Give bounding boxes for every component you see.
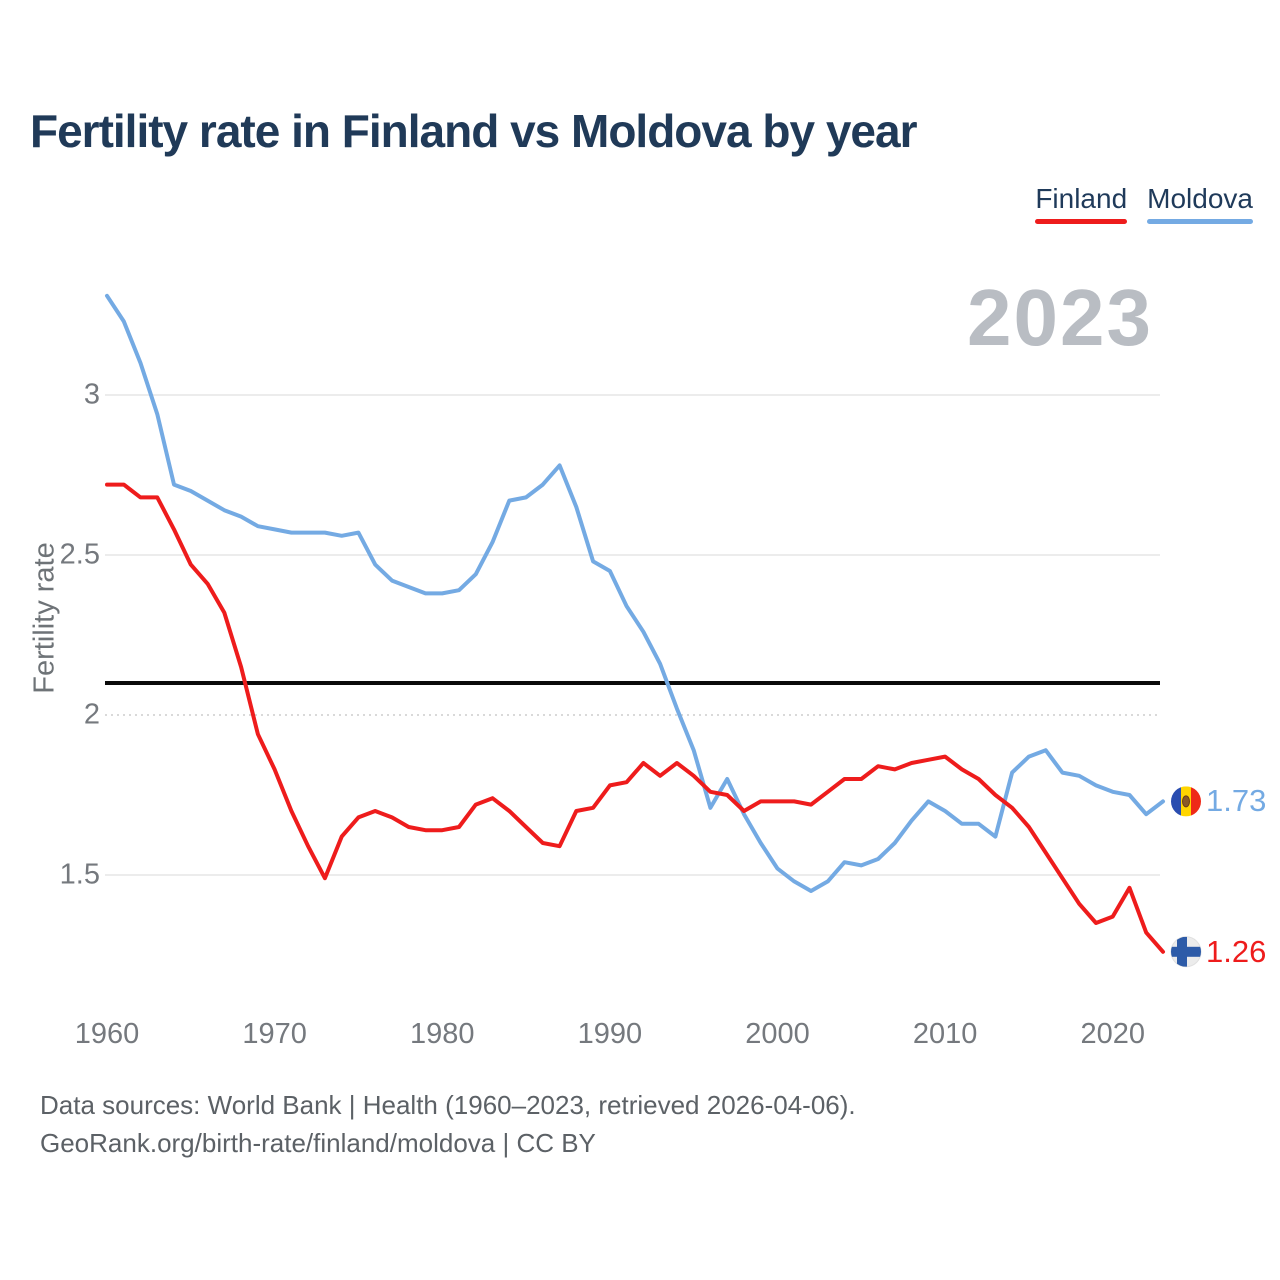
x-tick-label: 2020 — [1080, 1018, 1145, 1050]
page-title: Fertility rate in Finland vs Moldova by … — [30, 105, 917, 157]
legend-color-bar-finland — [1035, 219, 1128, 224]
legend-label-moldova: Moldova — [1147, 183, 1253, 214]
x-tick-label: 1990 — [577, 1018, 643, 1050]
footer-attribution-line: GeoRank.org/birth-rate/finland/moldova |… — [40, 1128, 596, 1158]
year-watermark: 2023 — [967, 273, 1153, 362]
legend-item-moldova[interactable]: Moldova — [1147, 183, 1253, 224]
legend: Finland Moldova — [1035, 183, 1253, 224]
x-tick-label: 1960 — [74, 1018, 140, 1050]
y-tick-label: 2 — [83, 698, 100, 731]
x-tick-label: 1970 — [242, 1018, 307, 1050]
y-tick-label: 1.5 — [59, 858, 100, 891]
y-tick-label: 3 — [83, 378, 100, 411]
series-line-moldova[interactable] — [105, 293, 1165, 893]
x-tick-label: 2010 — [912, 1018, 978, 1050]
y-tick-label: 2.5 — [59, 538, 100, 571]
legend-color-bar-moldova — [1147, 219, 1253, 224]
legend-label-finland: Finland — [1035, 183, 1128, 214]
moldova-flag-icon — [1171, 786, 1201, 817]
finland-flag-icon — [1170, 936, 1202, 968]
series-line-finland[interactable] — [105, 482, 1165, 954]
y-axis-title: Fertility rate — [28, 542, 61, 694]
footer-sources-line: Data sources: World Bank | Health (1960–… — [40, 1090, 856, 1120]
finland-end-value: 1.26 — [1206, 933, 1267, 969]
footer: Data sources: World Bank | Health (1960–… — [40, 1086, 856, 1162]
moldova-end-value: 1.73 — [1206, 783, 1267, 819]
legend-item-finland[interactable]: Finland — [1035, 183, 1128, 224]
x-tick-label: 1980 — [409, 1018, 475, 1050]
x-tick-label: 2000 — [745, 1018, 810, 1050]
